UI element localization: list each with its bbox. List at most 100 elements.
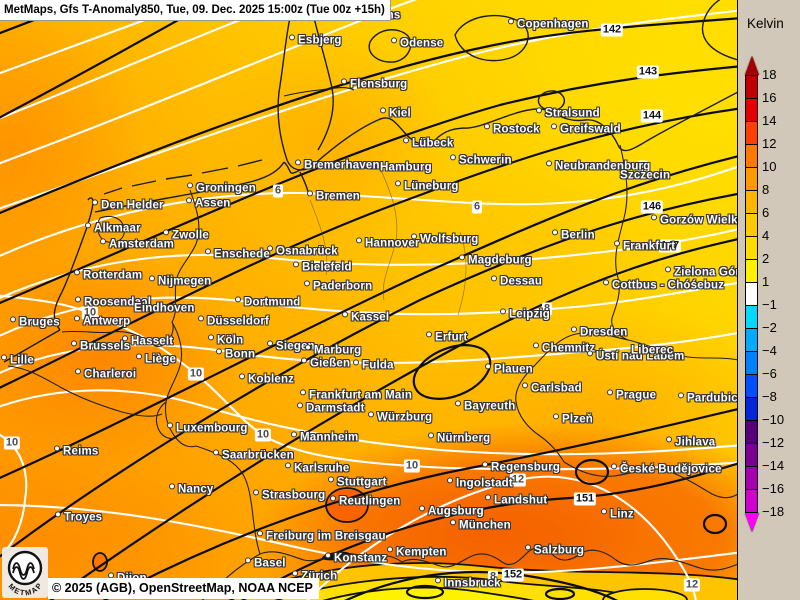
city-label: Leipzig [500,308,550,320]
national-borders [7,144,738,600]
city-name: Flensburg [350,78,408,91]
colorbar-tick-label: 4 [762,228,770,243]
city-marker-icon [295,159,301,166]
colorbar-segment [745,236,758,260]
colorbar-tick-label: −10 [762,412,785,427]
city-label: Plzeň [553,413,593,425]
colorbar-tick-label: −1 [762,297,777,312]
city-name: Neubrandenburg [555,160,651,173]
city-label: Koblenz [239,373,294,385]
contour-label: 10 [3,436,21,450]
city-marker-icon [267,340,273,347]
city-name: Regensburg [491,461,561,474]
city-name: Esbjerg [298,34,342,47]
city-marker-icon [447,477,453,484]
city-marker-icon [54,445,60,452]
city-marker-icon [666,436,672,443]
city-marker-icon [428,432,434,439]
city-marker-icon [484,123,490,130]
city-name: Kiel [389,107,411,120]
city-marker-icon [341,78,347,85]
city-label: České Budějovice [611,463,722,475]
city-marker-icon [435,577,441,584]
city-label: Basel [245,557,286,569]
city-marker-icon [122,335,128,342]
contour-label: 8 [487,570,499,584]
city-name: Frankfurt am Main [309,389,413,402]
weather-map: 142 143 144 5 146 147 151 152 6 6 8 10 10 10 10 10 12 12 8… [0,0,738,600]
city-label: München [450,519,511,531]
city-name: Nancy [178,483,214,496]
city-name: Augsburg [428,505,484,518]
city-marker-icon [235,296,241,303]
city-label: Den Helder [92,199,164,211]
city-label: Zielona Góra [665,266,738,278]
city-label: Osnabrück [267,245,338,257]
city-label: Chemnitz [533,342,595,354]
city-label: Kiel [380,107,411,119]
city-label: Ingolstadt [447,477,513,489]
colorbar-tick-label: 12 [762,136,777,151]
city-label: Lübeck [403,137,453,149]
city-marker-icon [533,342,539,349]
city-label: Mannheim [291,431,358,443]
city-name: Carlsbad [531,382,582,395]
city-name: Düsseldorf [207,315,270,328]
city-label: Copenhagen [508,18,589,30]
city-name: Groningen [196,182,256,195]
city-marker-icon [571,326,577,333]
city-marker-icon [216,348,222,355]
city-label: Linz [601,508,634,520]
city-name: Dortmund [244,296,301,309]
city-name: Fulda [362,359,394,372]
city-label: Bremerhaven [295,159,380,171]
city-marker-icon [187,182,193,189]
city-label: Hannover [356,237,420,249]
city-marker-icon [169,483,175,490]
city-label: Nancy [169,483,214,495]
city-marker-icon [450,519,456,526]
city-name: Hannover [365,237,420,250]
contour-label: 10 [254,428,272,442]
city-label: Regensburg [482,461,560,473]
city-name: Paderborn [313,280,373,293]
city-label: Innsbruck [435,577,501,589]
city-label: Bayreuth [455,400,515,412]
city-label: Magdeburg [459,254,532,266]
city-name: Amsterdam [109,238,175,251]
city-name: Nürnberg [437,432,491,445]
city-label: Frankfurt [614,240,675,252]
city-label: Karlsruhe [285,462,350,474]
city-label: Carlsbad [522,382,582,394]
city-label: Troyes [55,511,102,523]
city-marker-icon [74,269,80,276]
contour-label: 147 [658,239,682,253]
city-marker-icon [587,350,593,357]
city-marker-icon [403,137,409,144]
contour-label: 10 [187,367,205,381]
city-label: Lille [1,354,34,366]
city-label: Antwerp [74,315,130,327]
city-name: Würzburg [377,411,433,424]
city-label: Reutlingen [330,495,400,507]
city-marker-icon [328,476,334,483]
city-marker-icon [411,233,417,240]
city-marker-icon [525,544,531,551]
coastlines-borders [3,0,738,363]
city-marker-icon [186,197,192,204]
city-label: Rostock [484,123,540,135]
city-label: Brussels [71,340,130,352]
city-name: Innsbruck [444,577,501,590]
contour-label: 146 [640,200,664,214]
colorbar-tick-label: −18 [762,504,785,519]
city-label: Alkmaar [85,222,141,234]
colorbar-segment [745,98,758,122]
city-marker-icon [307,190,313,197]
city-label: Paderborn [304,280,372,292]
city-name: Konstanz [334,552,388,565]
city-label: Kempten [387,546,447,558]
colorbar-tick-label: −4 [762,343,777,358]
contour-label: 151 [573,492,597,506]
city-label: Plauen [485,363,533,375]
